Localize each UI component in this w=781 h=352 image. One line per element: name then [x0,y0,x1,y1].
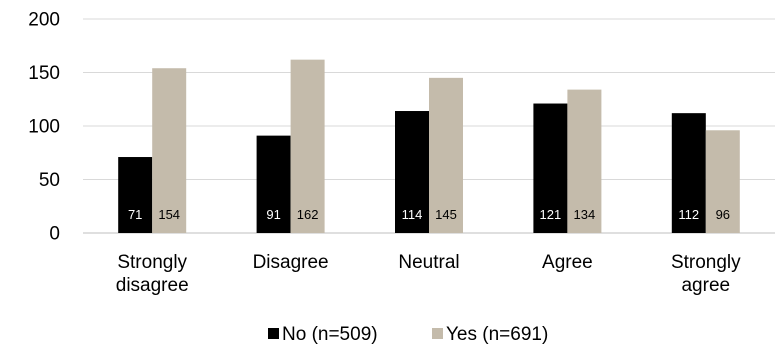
y-tick-label: 200 [28,10,60,31]
y-axis-ticks: 0 50 100 150 200 [28,10,60,245]
bar-no-4 [671,113,706,233]
x-category-line: Strongly [117,252,187,273]
data-label: 114 [402,207,423,222]
data-label: 71 [128,207,142,222]
bar-no-2 [395,111,429,233]
data-labels: 71 154 91 162 114 145 121 134 112 96 [128,207,730,222]
x-category-line: disagree [116,275,189,296]
data-label: 154 [158,207,180,222]
x-category-label: Strongly agree [671,252,741,296]
bar-no-1 [256,135,291,233]
x-category-label: Neutral [398,252,459,273]
legend-label-yes: Yes (n=691) [446,324,548,345]
bar-no-0 [118,157,153,233]
x-category-line: Agree [542,252,593,273]
data-label: 91 [266,207,280,222]
legend-swatch-yes [432,328,443,339]
legend-label-no: No (n=509) [282,324,378,345]
bar-yes-0 [152,68,187,233]
x-category-line: Disagree [253,252,329,273]
bar-yes-4 [705,130,740,233]
legend-swatch-no [268,328,279,339]
x-category-label: Agree [542,252,593,273]
x-category-label: Disagree [253,252,329,273]
data-label: 145 [435,207,457,222]
x-category-line: Strongly [671,252,741,273]
y-tick-label: 50 [39,170,60,191]
bar-yes-3 [567,89,602,234]
y-tick-label: 150 [28,63,60,84]
bar-yes-2 [429,77,463,233]
y-tick-label: 0 [49,224,60,245]
y-tick-label: 100 [28,117,60,138]
bar-no-3 [533,103,568,233]
data-label: 121 [540,207,562,222]
data-label: 112 [678,207,699,222]
bar-yes-1 [290,59,325,233]
data-label: 134 [574,207,596,222]
x-category-label: Strongly disagree [116,252,189,296]
x-category-line: agree [681,275,730,296]
data-label: 96 [716,207,730,222]
legend: No (n=509) Yes (n=691) [268,324,548,345]
x-category-line: Neutral [398,252,459,273]
bars [118,59,740,234]
data-label: 162 [297,207,319,222]
